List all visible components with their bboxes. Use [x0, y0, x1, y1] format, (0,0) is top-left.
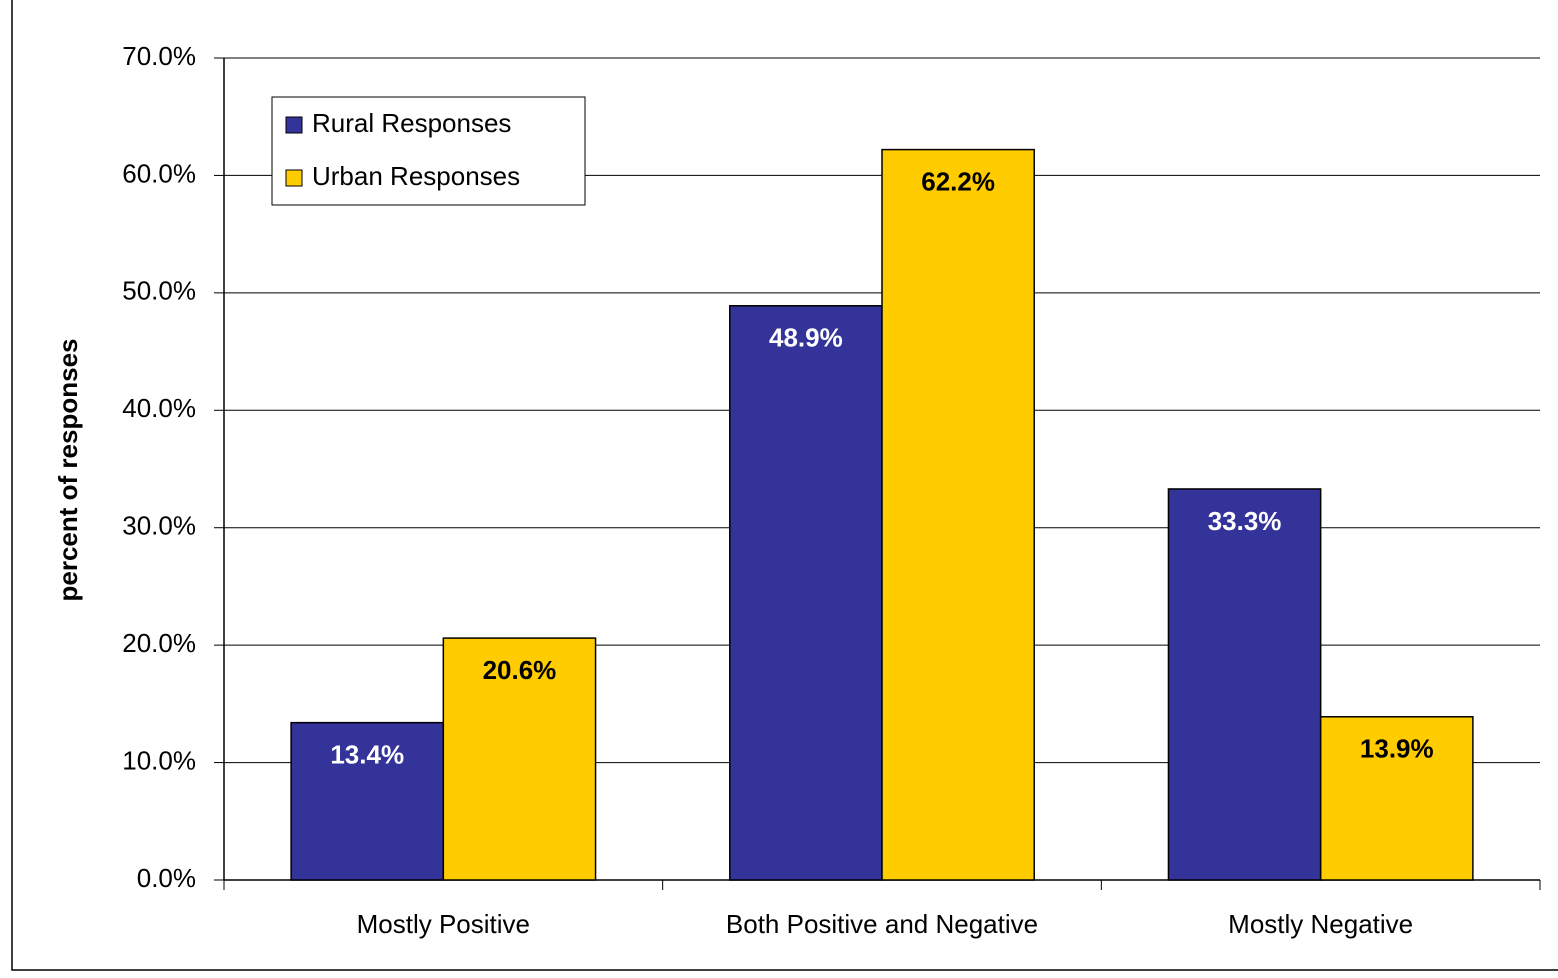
x-tick-label: Mostly Positive	[357, 909, 530, 939]
legend-label: Rural Responses	[312, 108, 511, 138]
bar	[290, 721, 445, 881]
y-tick-label: 40.0%	[122, 393, 196, 423]
y-tick-label: 50.0%	[122, 276, 196, 306]
x-tick-label: Both Positive and Negative	[726, 909, 1038, 939]
y-tick-label: 20.0%	[122, 628, 196, 658]
bar	[881, 148, 1035, 881]
y-tick-label: 70.0%	[122, 41, 196, 71]
data-label: 62.2%	[921, 166, 995, 196]
bar	[442, 637, 597, 881]
x-tick-label: Mostly Negative	[1228, 909, 1413, 939]
y-axis-label: percent of responses	[53, 339, 83, 602]
data-label: 20.6%	[483, 655, 557, 685]
bar	[1319, 716, 1474, 881]
bar	[1167, 488, 1322, 881]
data-label: 13.9%	[1360, 734, 1434, 764]
legend-label: Urban Responses	[312, 161, 520, 191]
bar	[729, 305, 883, 881]
legend-swatch	[285, 116, 303, 134]
y-tick-label: 30.0%	[122, 511, 196, 541]
legend-box	[271, 96, 586, 206]
y-tick-label: 60.0%	[122, 158, 196, 188]
y-tick-label: 0.0%	[137, 863, 196, 893]
data-label: 48.9%	[769, 323, 843, 353]
data-label: 13.4%	[330, 740, 404, 770]
legend-swatch	[285, 169, 303, 187]
y-tick-label: 10.0%	[122, 745, 196, 775]
data-label: 33.3%	[1208, 506, 1282, 536]
